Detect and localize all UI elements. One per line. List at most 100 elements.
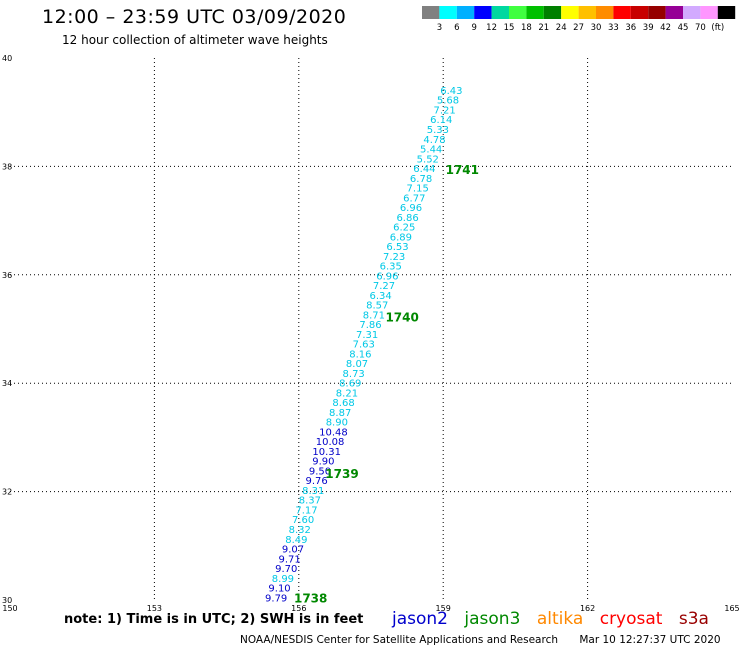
legend-swatch <box>474 6 492 19</box>
footer-credit: NOAA/NESDIS Center for Satellite Applica… <box>240 634 721 646</box>
wave-height-value: 6.14 <box>430 115 452 126</box>
wave-height-value: 5.68 <box>437 96 459 107</box>
wave-height-value: 5.44 <box>420 145 442 156</box>
wave-height-value: 6.86 <box>396 213 418 224</box>
legend-label: 3 <box>437 23 442 33</box>
wave-height-value: 8.07 <box>346 359 368 370</box>
wave-height-value: 7.15 <box>407 184 429 195</box>
wave-height-value: 8.68 <box>332 398 354 409</box>
legend-swatch <box>596 6 614 19</box>
legend-swatch <box>717 6 736 19</box>
wave-height-value: 6.96 <box>376 271 398 282</box>
satellite-legend: jason2 jason3 altika cryosat s3a <box>392 609 720 629</box>
y-tick-label: 36 <box>2 271 12 280</box>
time-label: 1741 <box>446 163 479 177</box>
wave-height-value: 8.87 <box>329 408 351 419</box>
legend-swatch <box>422 6 440 19</box>
wave-height-value: 8.21 <box>336 388 358 399</box>
chart-subtitle: 12 hour collection of altimeter wave hei… <box>62 33 328 47</box>
time-label: 1739 <box>325 467 358 481</box>
wave-height-value: 8.90 <box>326 418 348 429</box>
wave-height-value: 8.73 <box>343 369 365 380</box>
credit-text: NOAA/NESDIS Center for Satellite Applica… <box>240 634 558 646</box>
x-tick-label: 150 <box>2 604 17 613</box>
wave-height-value: 6.77 <box>403 193 425 204</box>
satellite-s3a: s3a <box>678 609 709 629</box>
wave-height-value: 6.78 <box>410 174 432 185</box>
legend-swatch <box>683 6 701 19</box>
wave-height-value: 7.17 <box>295 505 317 516</box>
wave-height-value: 8.16 <box>349 349 371 360</box>
legend-swatch <box>456 6 475 19</box>
legend-swatch <box>491 6 509 19</box>
wave-height-value: 4.78 <box>423 135 445 146</box>
x-tick-label: 159 <box>436 604 451 613</box>
legend-swatch <box>700 6 718 19</box>
y-tick-label: 32 <box>2 488 12 497</box>
satellite-altika: altika <box>536 609 584 629</box>
wave-height-value: 10.08 <box>316 437 345 448</box>
legend-label: 21 <box>538 23 549 33</box>
chart-title: 12:00 – 23:59 UTC 03/09/2020 <box>42 6 347 28</box>
satellite-jason3: jason3 <box>464 609 521 629</box>
wave-height-value: 6.96 <box>400 203 422 214</box>
footer-note: note: 1) Time is in UTC; 2) SWH is in fe… <box>64 612 364 627</box>
legend-label: 36 <box>625 23 636 33</box>
wave-height-value: 6.89 <box>390 232 412 243</box>
wave-height-value: 8.31 <box>302 486 324 497</box>
legend-swatch <box>543 6 562 19</box>
legend-swatch <box>439 6 457 19</box>
legend-label: 9 <box>471 23 476 33</box>
y-tick-label: 38 <box>2 162 12 171</box>
wave-height-value: 10.31 <box>312 447 341 458</box>
y-tick-label: 34 <box>2 379 12 388</box>
wave-height-value: 7.63 <box>353 340 375 351</box>
wave-height-value: 9.90 <box>312 457 334 468</box>
legend-swatch <box>648 6 666 19</box>
wave-height-value: 8.37 <box>299 496 321 507</box>
wave-height-value: 7.86 <box>359 320 381 331</box>
legend-swatch <box>509 6 527 19</box>
wave-height-value: 7.60 <box>292 515 314 526</box>
legend-label: 42 <box>660 23 671 33</box>
wave-height-value: 8.99 <box>272 574 294 585</box>
legend-label: 24 <box>556 23 567 33</box>
wave-height-value: 5.33 <box>427 125 449 136</box>
wave-height-value: 9.70 <box>275 564 297 575</box>
legend-label: (ft) <box>711 23 724 33</box>
legend-label: 27 <box>573 23 584 33</box>
wave-height-value: 6.44 <box>413 164 435 175</box>
legend-label: 12 <box>486 23 497 33</box>
wave-height-value: 9.76 <box>305 476 327 487</box>
x-tick-label: 156 <box>291 604 306 613</box>
wave-height-value: 7.23 <box>383 252 405 263</box>
wave-height-value: 7.21 <box>434 105 456 116</box>
wave-height-value: 7.31 <box>356 330 378 341</box>
wave-height-value: 9.50 <box>309 466 331 477</box>
time-label: 1738 <box>294 591 327 605</box>
legend-swatch <box>613 6 631 19</box>
wave-height-value: 8.32 <box>289 525 311 536</box>
wave-height-value: 8.71 <box>363 310 385 321</box>
x-tick-label: 162 <box>580 604 595 613</box>
wave-height-value: 6.35 <box>380 262 402 273</box>
x-tick-label: 153 <box>147 604 162 613</box>
legend-label: 70 <box>695 23 706 33</box>
time-label: 1740 <box>385 311 418 325</box>
legend-swatch <box>630 6 649 19</box>
wave-height-value: 8.69 <box>339 379 361 390</box>
timestamp: Mar 10 12:27:37 UTC 2020 <box>579 634 721 646</box>
legend-label: 45 <box>678 23 689 33</box>
wave-height-value: 9.07 <box>282 545 304 556</box>
legend-label: 33 <box>608 23 619 33</box>
wave-height-value: 7.27 <box>373 281 395 292</box>
wave-height-value: 9.79 <box>265 593 287 604</box>
legend-label: 15 <box>504 23 515 33</box>
wave-height-value: 6.34 <box>369 291 391 302</box>
satellite-jason2: jason2 <box>392 609 448 629</box>
wave-height-value: 9.10 <box>268 584 290 595</box>
wave-height-value: 10.48 <box>319 427 348 438</box>
legend-swatch <box>561 6 579 19</box>
wave-height-value: 9.71 <box>279 554 301 565</box>
